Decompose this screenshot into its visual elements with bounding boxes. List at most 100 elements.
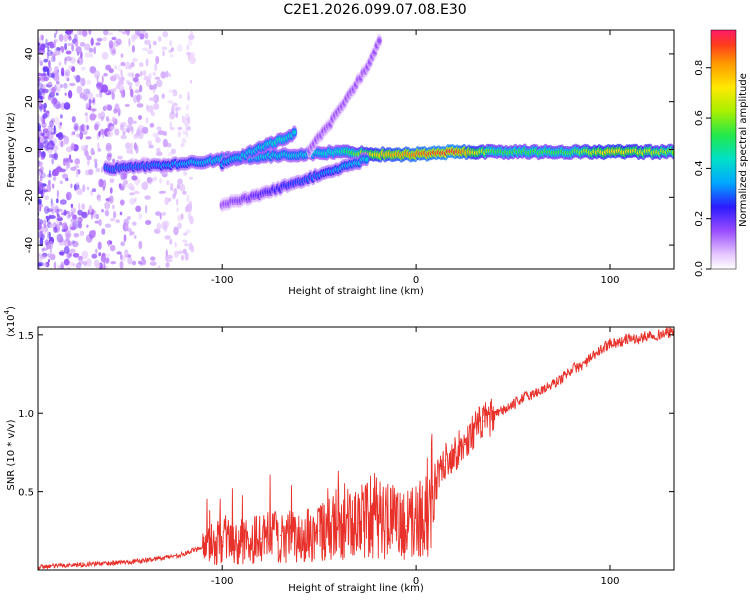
- noise-blob: [66, 232, 70, 242]
- noise-blob: [81, 211, 88, 219]
- noise-blob: [61, 228, 65, 232]
- noise-blob: [59, 114, 63, 119]
- noise-blob: [47, 46, 50, 52]
- noise-blob: [86, 79, 92, 86]
- noise-blob: [127, 72, 134, 78]
- noise-blob: [90, 53, 93, 58]
- noise-blob: [168, 72, 171, 78]
- x-tick-label: -100: [211, 576, 234, 587]
- noise-blob: [148, 43, 152, 50]
- noise-blob: [57, 265, 61, 269]
- noise-blob: [173, 188, 178, 196]
- noise-blob: [119, 211, 123, 216]
- noise-blob: [74, 125, 78, 130]
- noise-blob: [67, 90, 73, 99]
- noise-blob: [70, 211, 74, 217]
- noise-blob: [76, 52, 80, 56]
- noise-blob: [182, 190, 187, 195]
- snr-point: [580, 365, 582, 367]
- noise-blob: [184, 172, 188, 176]
- noise-blob: [157, 265, 161, 269]
- noise-blob: [86, 258, 92, 267]
- noise-blob: [86, 186, 90, 191]
- noise-blob: [46, 208, 54, 213]
- noise-blob: [109, 187, 113, 194]
- snr-point: [483, 420, 485, 422]
- noise-blob: [75, 262, 82, 269]
- noise-blob: [105, 253, 111, 257]
- noise-blob: [110, 261, 117, 265]
- noise-blob: [102, 36, 108, 42]
- noise-blob: [57, 132, 64, 141]
- snr-point: [279, 534, 281, 537]
- noise-blob: [48, 259, 50, 263]
- noise-blob: [117, 80, 125, 86]
- snr-point: [454, 451, 456, 453]
- snr-point: [512, 404, 514, 406]
- noise-blob: [131, 126, 134, 135]
- snr-point: [638, 338, 640, 341]
- noise-blob: [96, 37, 103, 42]
- noise-blob: [181, 213, 184, 220]
- noise-blob: [48, 81, 52, 86]
- noise-blob: [66, 77, 70, 82]
- noise-blob: [145, 58, 149, 67]
- noise-blob: [38, 114, 41, 123]
- noise-blob: [64, 57, 67, 65]
- noise-blob: [130, 186, 136, 191]
- spectrogram-y-label: Frequency (Hz): [6, 112, 17, 188]
- noise-blob: [51, 153, 57, 159]
- noise-blob: [185, 125, 191, 131]
- noise-blob: [149, 122, 155, 128]
- noise-blob: [75, 74, 81, 83]
- noise-blob: [105, 257, 110, 263]
- noise-blob: [43, 189, 48, 193]
- noise-blob: [112, 204, 115, 210]
- noise-blob: [45, 110, 50, 114]
- noise-blob: [113, 73, 120, 79]
- noise-blob: [40, 132, 45, 137]
- noise-blob: [64, 241, 69, 248]
- noise-blob: [189, 216, 194, 225]
- noise-blob: [118, 64, 121, 72]
- noise-blob: [107, 130, 113, 138]
- noise-blob: [67, 42, 74, 47]
- noise-blob: [182, 248, 187, 255]
- noise-blob: [177, 222, 182, 230]
- noise-blob: [132, 221, 137, 226]
- noise-blob: [99, 90, 103, 98]
- noise-blob: [145, 204, 148, 214]
- noise-blob: [70, 203, 74, 208]
- noise-blob: [43, 102, 47, 109]
- spectrogram-x-label: Height of straight line (km): [288, 286, 424, 297]
- noise-blob: [166, 180, 170, 186]
- noise-blob: [59, 221, 63, 226]
- noise-blob: [101, 75, 104, 84]
- snr-point: [657, 334, 660, 336]
- noise-blob: [164, 197, 169, 206]
- noise-blob: [54, 69, 59, 79]
- noise-blob: [74, 158, 81, 165]
- noise-blob: [78, 30, 82, 36]
- noise-blob: [144, 32, 149, 39]
- noise-blob: [63, 258, 70, 266]
- noise-blob: [145, 79, 152, 87]
- noise-blob: [106, 104, 112, 111]
- noise-blob: [63, 34, 68, 42]
- noise-blob: [122, 31, 127, 35]
- y-tick-label: 0.5: [18, 488, 34, 499]
- spectrogram-y-ticks: -40 -20 0 20 40: [24, 48, 674, 253]
- noise-blob: [47, 66, 52, 73]
- noise-blob: [87, 159, 90, 166]
- noise-blob: [134, 197, 137, 203]
- noise-blob: [162, 50, 165, 57]
- noise-blob: [183, 117, 191, 127]
- noise-blob: [188, 34, 195, 40]
- noise-blob: [111, 116, 116, 123]
- noise-blob: [55, 198, 59, 204]
- colorbar-tick-label: 0.4: [694, 160, 705, 176]
- noise-blob: [77, 255, 83, 261]
- noise-blob: [79, 125, 83, 133]
- snr-point: [434, 483, 437, 485]
- noise-blob: [120, 241, 125, 247]
